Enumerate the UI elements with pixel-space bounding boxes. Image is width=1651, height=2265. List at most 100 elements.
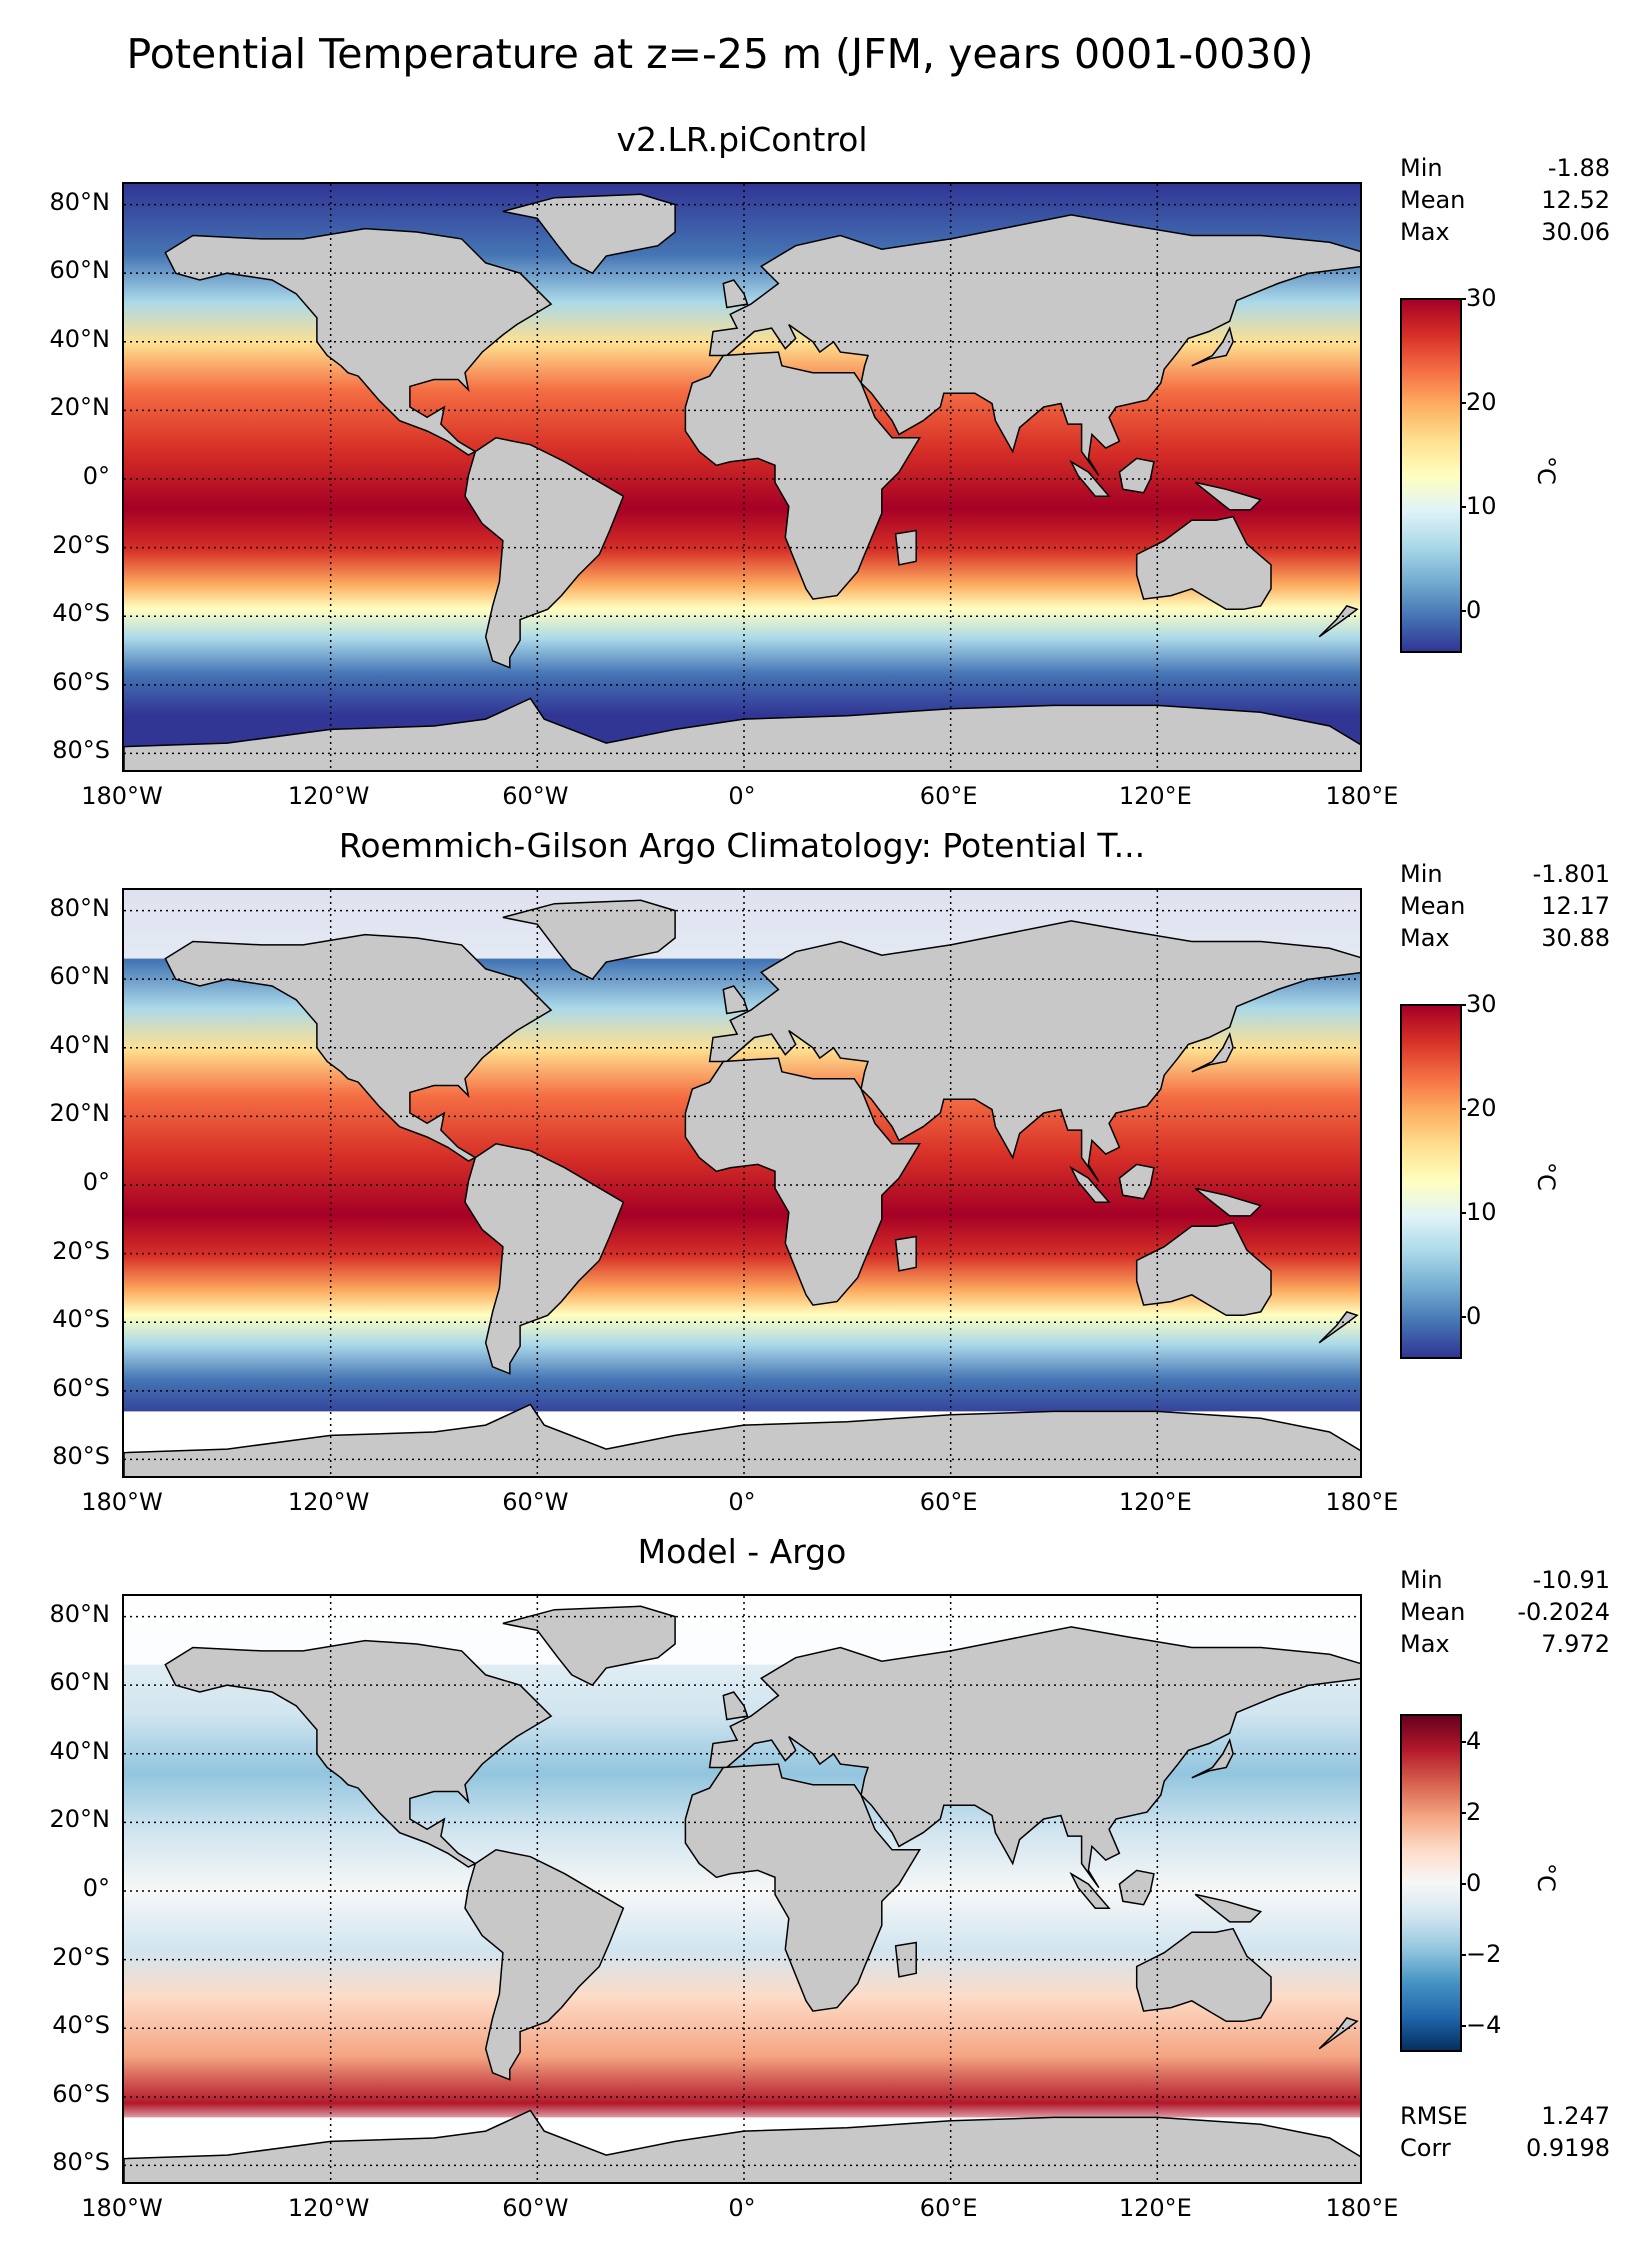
colorbar-tick-label: 10 — [1460, 492, 1497, 521]
land-antarctica — [124, 2109, 1360, 2182]
land-japan — [1191, 1737, 1234, 1779]
land-antarctica — [124, 697, 1360, 770]
lat-tick-label: 60°S — [52, 2079, 110, 2108]
lat-tick-label: 60°S — [52, 1373, 110, 1402]
stat-value: 1.247 — [1541, 2102, 1610, 2130]
lat-tick-label: 80°N — [49, 187, 111, 216]
land-southAmerica — [464, 437, 625, 669]
lat-tick-label: 80°N — [49, 893, 111, 922]
lat-tick-label: 60°N — [49, 256, 111, 285]
lat-tick-label: 20°S — [52, 1942, 110, 1971]
stat-label: Mean — [1400, 1598, 1466, 1626]
stat-label: Min — [1400, 154, 1443, 182]
lon-tick-label: 120°W — [287, 2194, 370, 2222]
colorbar-tick-label: 4 — [1459, 1727, 1482, 1756]
lat-tick-label: 20°S — [52, 530, 110, 559]
lon-tick-label: 0° — [728, 782, 756, 810]
land-newGuinea — [1194, 1893, 1263, 1923]
stat-row: Max 30.06 — [1400, 216, 1610, 248]
land-southAmerica — [464, 1849, 625, 2081]
stat-row: Max 30.88 — [1400, 922, 1610, 954]
figure-title: Potential Temperature at z=-25 m (JFM, y… — [126, 30, 1314, 78]
colorbar — [1400, 298, 1462, 653]
lon-tick-label: 120°E — [1118, 2194, 1192, 2222]
lon-tick-label: 60°E — [919, 782, 978, 810]
stat-value: 7.972 — [1541, 1630, 1610, 1658]
lat-tick-label: 20°N — [49, 1099, 111, 1128]
land-newZealand — [1318, 1311, 1359, 1344]
lon-tick-label: 180°W — [81, 782, 163, 810]
lat-tick-label: 40°N — [49, 1736, 111, 1765]
colorbar-tick-label: 20 — [1460, 388, 1497, 417]
stat-value: 30.88 — [1541, 924, 1610, 952]
lon-tick-label: 60°E — [919, 1488, 978, 1516]
stat-value: -1.88 — [1547, 154, 1610, 182]
stat-value: 0.9198 — [1526, 2134, 1610, 2162]
land-newGuinea — [1194, 1187, 1263, 1217]
colorbar-unit-label: °C — [1532, 1161, 1560, 1191]
stat-value: 12.17 — [1541, 892, 1610, 920]
stat-row: Min -10.91 — [1400, 1564, 1610, 1596]
lon-tick-label: 180°E — [1325, 1488, 1399, 1516]
colorbar-tick-label: 10 — [1460, 1198, 1497, 1227]
lat-tick-label: 20°N — [49, 393, 111, 422]
colorbar-tick-label: 0 — [1459, 1869, 1482, 1897]
panel-title: v2.LR.piControl — [616, 120, 868, 159]
colorbar — [1400, 1004, 1462, 1359]
land-greenland — [502, 193, 676, 275]
land-japan — [1191, 325, 1234, 367]
land-japan — [1191, 1031, 1234, 1073]
colorbar-unit-label: °C — [1532, 1863, 1560, 1892]
land-newGuinea — [1194, 481, 1263, 511]
stat-label: Corr — [1400, 2134, 1451, 2162]
stat-row: RMSE 1.247 — [1400, 2100, 1610, 2132]
colorbar-tick-label: 0 — [1459, 1302, 1482, 1331]
stat-label: Mean — [1400, 892, 1466, 920]
lat-tick-label: 40°S — [52, 1305, 110, 1334]
panel-title: Model - Argo — [637, 1532, 847, 1571]
lon-tick-label: 120°W — [287, 1488, 370, 1516]
colorbar-tick-label: 30 — [1460, 990, 1497, 1018]
stats-block: Min -10.91 Mean -0.2024 Max 7.972 — [1400, 1564, 1610, 1660]
stat-row: Corr 0.9198 — [1400, 2132, 1610, 2164]
land-australia — [1135, 515, 1272, 611]
lon-tick-label: 60°W — [502, 782, 569, 810]
lat-tick-label: 40°N — [49, 324, 111, 353]
land-antarctica — [124, 1403, 1360, 1476]
stat-value: 30.06 — [1541, 218, 1610, 246]
colorbar-tick-label: −4 — [1459, 2010, 1502, 2039]
stat-value: -0.2024 — [1517, 1598, 1610, 1626]
lon-tick-label: 120°E — [1118, 1488, 1192, 1516]
lat-tick-label: 40°N — [49, 1030, 111, 1059]
colorbar-tick-label: 2 — [1459, 1798, 1482, 1827]
stat-label: RMSE — [1400, 2102, 1468, 2130]
stats-block: Min -1.801 Mean 12.17 Max 30.88 — [1400, 858, 1610, 954]
land-greenland — [502, 899, 676, 981]
lon-tick-label: 60°W — [502, 2194, 569, 2222]
lat-tick-label: 40°S — [52, 599, 110, 628]
lat-tick-label: 80°N — [49, 1599, 111, 1628]
lat-tick-label: 80°S — [52, 2148, 110, 2177]
map-panel-3 — [122, 1594, 1362, 2184]
lat-tick-label: 80°S — [52, 736, 110, 765]
lat-tick-label: 40°S — [52, 2011, 110, 2040]
lat-tick-label: 60°N — [49, 1668, 111, 1697]
colorbar-tick-label: 0 — [1459, 596, 1482, 625]
land-australia — [1135, 1221, 1272, 1317]
land-newZealand — [1318, 605, 1359, 638]
lat-tick-label: 0° — [82, 462, 110, 490]
stat-label: Min — [1400, 860, 1443, 888]
stat-label: Max — [1400, 1630, 1450, 1658]
colorbar-tick-label: 20 — [1460, 1094, 1497, 1123]
lon-tick-label: 180°E — [1325, 782, 1399, 810]
stat-value: -10.91 — [1532, 1566, 1610, 1594]
stat-value: -1.801 — [1532, 860, 1610, 888]
colorbar-unit-label: °C — [1532, 455, 1560, 485]
lon-tick-label: 180°W — [81, 1488, 163, 1516]
lat-tick-label: 20°S — [52, 1236, 110, 1265]
lon-tick-label: 120°E — [1118, 782, 1192, 810]
lat-tick-label: 20°N — [49, 1805, 111, 1834]
error-stats-block: RMSE 1.247 Corr 0.9198 — [1400, 2100, 1610, 2164]
stat-label: Max — [1400, 218, 1450, 246]
lon-tick-label: 60°W — [502, 1488, 569, 1516]
